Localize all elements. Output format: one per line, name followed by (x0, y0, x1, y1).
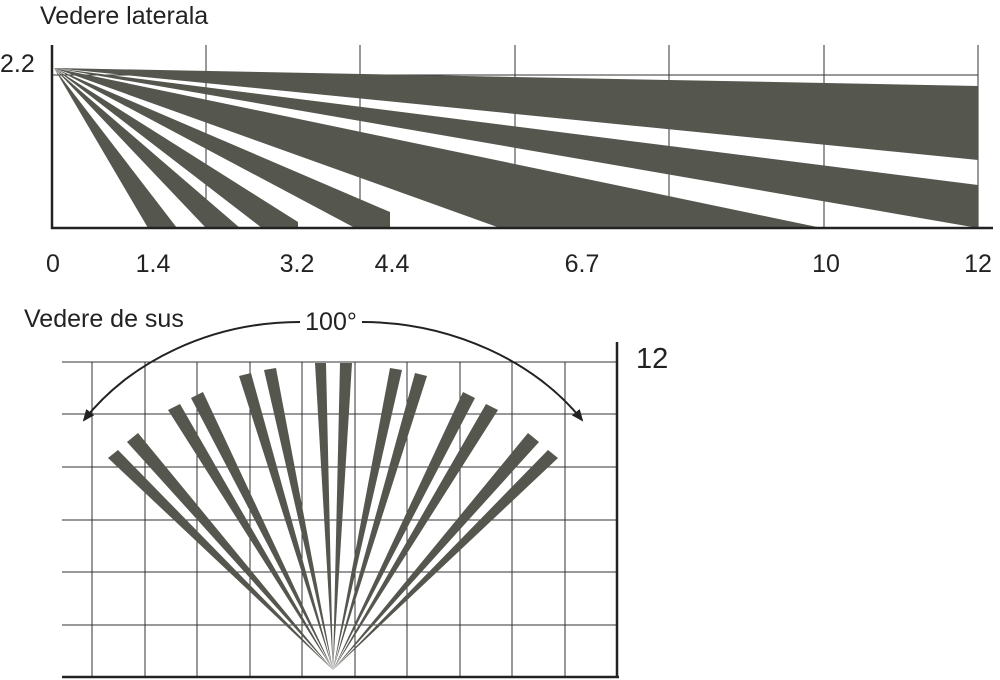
top-view-panel: Vedere de sus 100° 12 (24, 305, 668, 679)
top-beam-4 (191, 392, 333, 670)
distance-tick-label: 3.2 (280, 250, 315, 278)
side-view-axes (50, 45, 993, 230)
distance-tick-label: 0 (46, 250, 60, 278)
top-beam-6 (264, 368, 333, 670)
side-beam-4 (54, 68, 582, 228)
distance-tick-labels: 0 1.4 3.2 4.4 6.7 10 12 (46, 250, 992, 278)
top-view-beams (108, 363, 558, 670)
side-view-panel: Vedere laterala 2.2 0 1.4 3.2 4.4 6.7 10… (0, 2, 993, 278)
top-beam-7 (315, 363, 333, 670)
angle-label: 100° (305, 308, 357, 336)
distance-tick-label: 6.7 (565, 250, 600, 278)
top-beam-3 (168, 404, 333, 670)
top-beam-13 (333, 433, 539, 670)
range-label: 12 (636, 343, 668, 375)
top-view-title: Vedere de sus (24, 305, 184, 333)
side-beam-8 (54, 68, 177, 228)
top-beam-12 (333, 404, 498, 670)
distance-tick-label: 12 (964, 250, 992, 278)
side-beam-2 (54, 68, 978, 228)
side-beam-6 (54, 68, 298, 228)
side-view-beams (54, 68, 978, 228)
side-beam-5 (54, 68, 390, 228)
distance-tick-label: 4.4 (375, 250, 410, 278)
side-view-title: Vedere laterala (40, 2, 208, 30)
top-beam-10 (333, 373, 427, 670)
top-beam-5 (239, 373, 333, 670)
side-beam-3 (54, 68, 822, 228)
side-beam-1 (54, 68, 978, 160)
height-label: 2.2 (0, 50, 35, 78)
angle-arc (82, 321, 584, 422)
top-beam-14 (333, 450, 558, 670)
distance-tick-label: 10 (812, 250, 840, 278)
top-beam-9 (333, 368, 402, 670)
side-beam-7 (54, 68, 240, 228)
top-beam-8 (333, 363, 352, 670)
top-beam-11 (333, 392, 475, 670)
top-beam-1 (108, 450, 333, 670)
distance-tick-label: 1.4 (136, 250, 171, 278)
top-beam-2 (127, 433, 333, 670)
top-view-axes (62, 342, 619, 679)
